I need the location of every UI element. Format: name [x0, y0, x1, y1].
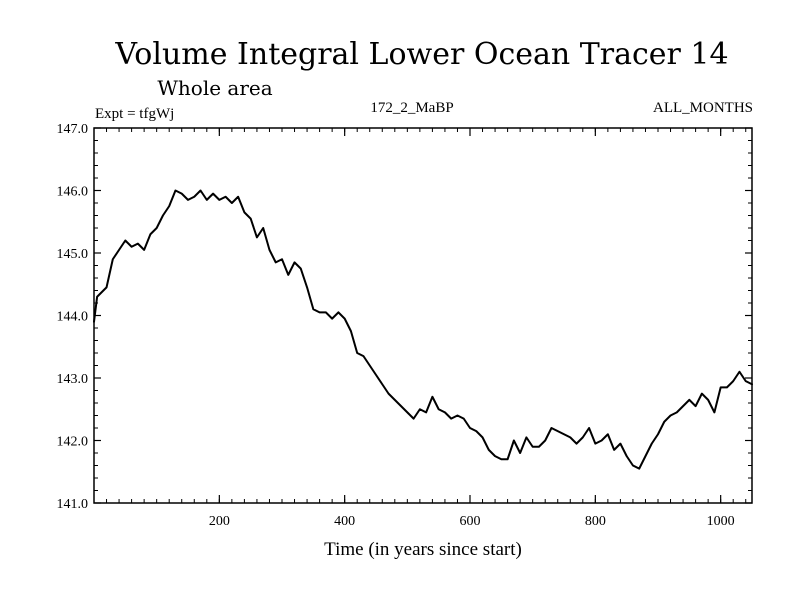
chart-title: Volume Integral Lower Ocean Tracer 14 — [114, 37, 728, 72]
x-axis: 200 400 600 800 1000 — [107, 128, 746, 529]
months-label: ALL_MONTHS — [653, 100, 753, 116]
x-tick-label: 600 — [460, 514, 481, 529]
y-tick-label: 143.0 — [57, 372, 89, 387]
x-tick-label: 200 — [209, 514, 230, 529]
x-tick-label: 800 — [585, 514, 606, 529]
y-tick-label: 142.0 — [57, 435, 89, 450]
x-tick-label: 1000 — [707, 514, 735, 529]
chart-subtitle: Whole area — [157, 76, 272, 100]
y-tick-label: 141.0 — [57, 497, 89, 512]
experiment-label: Expt = tfgWj — [95, 106, 174, 122]
line-chart: Volume Integral Lower Ocean Tracer 14 Wh… — [0, 0, 800, 600]
series-line-tracer-14 — [94, 191, 752, 469]
y-tick-label: 146.0 — [57, 185, 89, 200]
x-tick-label: 400 — [334, 514, 355, 529]
y-tick-label: 144.0 — [57, 310, 89, 325]
plot-frame — [94, 128, 752, 503]
y-tick-label: 145.0 — [57, 247, 89, 262]
period-label: 172_2_MaBP — [370, 100, 453, 116]
x-axis-label: Time (in years since start) — [324, 539, 522, 560]
y-tick-label: 147.0 — [57, 122, 89, 137]
